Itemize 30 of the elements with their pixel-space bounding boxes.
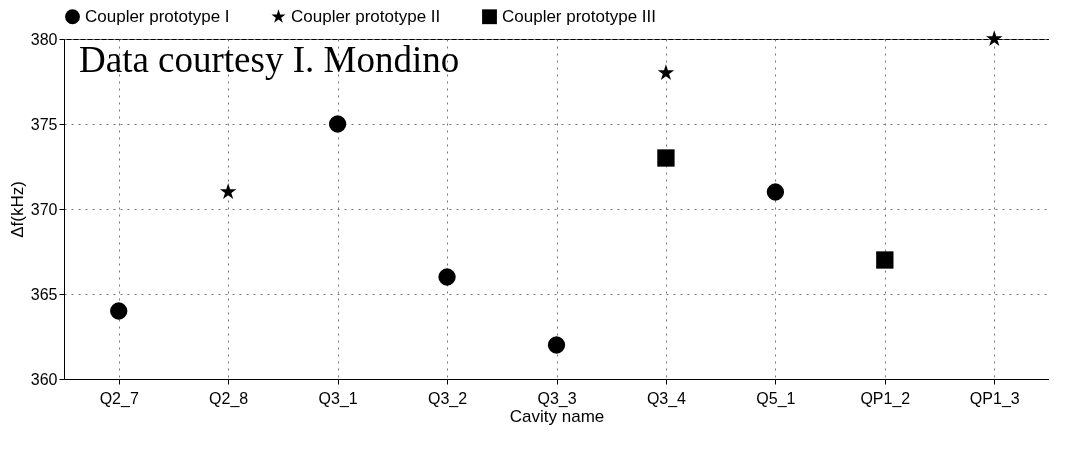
- legend-label: Coupler prototype III: [502, 6, 657, 26]
- x-tick-label: Q3_4: [646, 389, 687, 408]
- point: [657, 64, 675, 81]
- y-axis-title: Δf(kHz): [7, 181, 27, 238]
- point: [110, 302, 128, 320]
- y-tick-label: 380: [30, 30, 58, 48]
- point: [986, 30, 1003, 47]
- x-tick-label: Q3_1: [318, 389, 358, 408]
- point: [657, 149, 675, 167]
- annotation: Data courtesy I. Mondino: [79, 39, 460, 80]
- x-tick-label: Q3_3: [537, 389, 577, 408]
- x-tick-label: Q5_1: [756, 389, 796, 408]
- y-tick-label: 370: [30, 200, 58, 218]
- x-tick-label: Q2_7: [99, 389, 139, 408]
- legend-label: Coupler prototype I: [85, 6, 230, 26]
- y-tick-label: 365: [30, 285, 58, 303]
- x-tick-label: Q2_8: [209, 389, 249, 408]
- point: [766, 183, 785, 201]
- x-axis-title: Cavity name: [509, 406, 605, 426]
- point: [876, 251, 894, 269]
- y-tick-label: 375: [30, 115, 58, 133]
- point: [219, 183, 237, 200]
- point: [438, 268, 456, 286]
- x-tick-label: Q3_2: [427, 389, 468, 408]
- x-tick-label: QP1_3: [969, 389, 1020, 408]
- point: [547, 336, 566, 354]
- legend-label: Coupler prototype II: [291, 6, 441, 26]
- y-tick-label: 360: [30, 370, 58, 388]
- x-tick-label: QP1_2: [860, 389, 911, 408]
- point: [328, 115, 347, 133]
